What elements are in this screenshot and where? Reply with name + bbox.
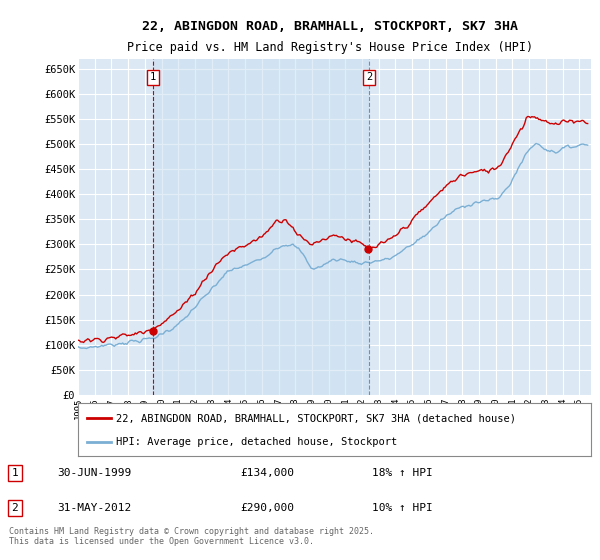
Text: 1: 1 — [11, 468, 19, 478]
Text: 31-MAY-2012: 31-MAY-2012 — [57, 503, 131, 513]
Text: £134,000: £134,000 — [240, 468, 294, 478]
Text: 1: 1 — [150, 72, 157, 82]
Text: Price paid vs. HM Land Registry's House Price Index (HPI): Price paid vs. HM Land Registry's House … — [127, 41, 533, 54]
Text: Contains HM Land Registry data © Crown copyright and database right 2025.
This d: Contains HM Land Registry data © Crown c… — [9, 527, 374, 547]
Text: 22, ABINGDON ROAD, BRAMHALL, STOCKPORT, SK7 3HA: 22, ABINGDON ROAD, BRAMHALL, STOCKPORT, … — [142, 20, 518, 32]
Bar — [153, 59, 369, 395]
Text: £290,000: £290,000 — [240, 503, 294, 513]
Text: 2: 2 — [11, 503, 19, 513]
Text: 2: 2 — [366, 72, 372, 82]
Text: 22, ABINGDON ROAD, BRAMHALL, STOCKPORT, SK7 3HA (detached house): 22, ABINGDON ROAD, BRAMHALL, STOCKPORT, … — [116, 413, 517, 423]
Text: 30-JUN-1999: 30-JUN-1999 — [57, 468, 131, 478]
Text: 18% ↑ HPI: 18% ↑ HPI — [372, 468, 433, 478]
Text: HPI: Average price, detached house, Stockport: HPI: Average price, detached house, Stoc… — [116, 436, 398, 446]
Text: 10% ↑ HPI: 10% ↑ HPI — [372, 503, 433, 513]
